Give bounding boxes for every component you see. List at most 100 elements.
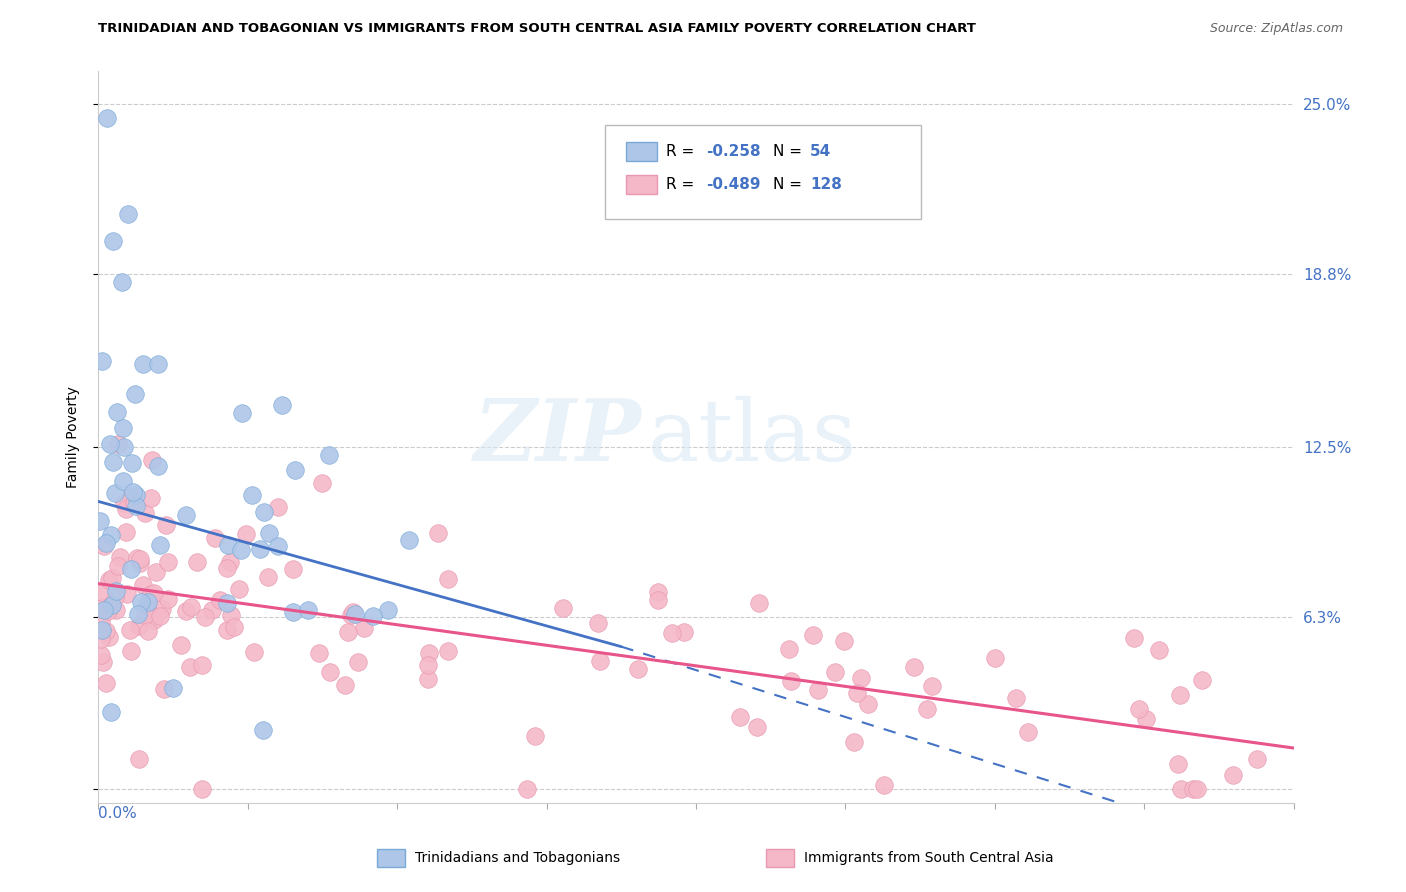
Point <box>647 585 669 599</box>
Point <box>148 538 170 552</box>
Point <box>120 562 142 576</box>
Point <box>98 436 122 450</box>
Point <box>903 660 925 674</box>
Point <box>127 551 149 566</box>
Text: 128: 128 <box>810 178 842 192</box>
Point <box>117 207 139 221</box>
Point <box>90 648 112 663</box>
Point <box>136 599 159 613</box>
Text: -0.489: -0.489 <box>706 178 761 192</box>
Point <box>347 656 370 670</box>
Point <box>142 586 165 600</box>
Point <box>398 533 420 548</box>
Point <box>97 604 120 618</box>
Point <box>121 456 143 470</box>
Point <box>361 609 384 624</box>
Point <box>100 528 122 542</box>
Point <box>257 525 280 540</box>
Point <box>416 673 439 687</box>
Text: N =: N = <box>773 178 807 192</box>
Point <box>91 354 114 368</box>
Point <box>217 538 239 552</box>
Point <box>672 624 695 639</box>
Point <box>516 782 538 797</box>
Point <box>252 723 274 738</box>
Point <box>127 607 149 621</box>
Point <box>437 572 460 586</box>
Point <box>170 638 193 652</box>
Point <box>1168 688 1191 702</box>
Point <box>90 614 112 628</box>
Point <box>253 505 276 519</box>
Point <box>174 603 197 617</box>
Point <box>834 634 856 648</box>
Point <box>101 571 124 585</box>
Point <box>94 624 117 638</box>
Point <box>122 484 145 499</box>
Point <box>153 681 176 696</box>
Text: TRINIDADIAN AND TOBAGONIAN VS IMMIGRANTS FROM SOUTH CENTRAL ASIA FAMILY POVERTY : TRINIDADIAN AND TOBAGONIAN VS IMMIGRANTS… <box>98 22 976 36</box>
Point <box>1135 712 1157 726</box>
Point <box>111 421 134 435</box>
Point <box>984 650 1007 665</box>
Point <box>107 559 129 574</box>
Point <box>284 463 307 477</box>
Point <box>148 358 170 372</box>
Point <box>112 496 135 510</box>
Point <box>97 573 120 587</box>
Point <box>215 623 238 637</box>
Point <box>136 624 159 639</box>
Point <box>551 601 574 615</box>
Point <box>1185 782 1208 797</box>
Text: Immigrants from South Central Asia: Immigrants from South Central Asia <box>804 851 1054 865</box>
Point <box>586 615 609 630</box>
Point <box>589 655 612 669</box>
Point <box>297 603 319 617</box>
Point <box>149 609 172 624</box>
Point <box>1147 642 1170 657</box>
Point <box>139 491 162 505</box>
Point <box>851 672 873 686</box>
Point <box>318 665 340 680</box>
Point <box>917 701 939 715</box>
Point <box>103 234 125 248</box>
Point <box>353 621 375 635</box>
Point <box>872 778 894 792</box>
Point <box>267 539 290 553</box>
Point <box>141 587 163 601</box>
Point <box>136 594 159 608</box>
Point <box>100 705 122 719</box>
Point <box>270 398 292 412</box>
Point <box>190 657 212 672</box>
Point <box>1191 673 1213 688</box>
Point <box>208 592 231 607</box>
Point <box>125 488 148 502</box>
Point <box>194 610 217 624</box>
Text: ZIP: ZIP <box>474 395 643 479</box>
Point <box>267 500 290 515</box>
Point <box>240 488 263 502</box>
Point <box>1170 782 1192 797</box>
Point <box>98 631 121 645</box>
Point <box>115 502 138 516</box>
Point <box>778 642 800 657</box>
Point <box>318 448 340 462</box>
Text: atlas: atlas <box>648 395 858 479</box>
Point <box>112 474 135 488</box>
Point <box>846 686 869 700</box>
Point <box>243 645 266 659</box>
Point <box>311 475 333 490</box>
Text: R =: R = <box>666 178 700 192</box>
Point <box>801 628 824 642</box>
Point <box>747 720 769 734</box>
Point <box>180 599 202 614</box>
Point <box>204 531 226 545</box>
Point <box>1122 631 1144 645</box>
Point <box>156 592 179 607</box>
Point <box>256 569 278 583</box>
Point <box>201 603 224 617</box>
Text: -0.258: -0.258 <box>706 145 761 159</box>
Point <box>129 552 152 566</box>
Point <box>1222 768 1244 782</box>
Point <box>115 525 138 540</box>
